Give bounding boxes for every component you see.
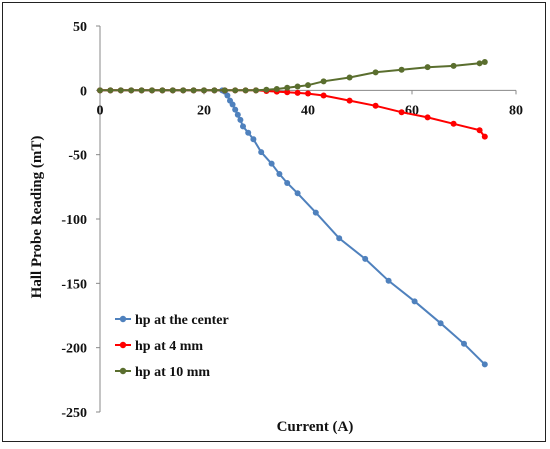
legend-item: hp at 4 mm	[115, 339, 203, 354]
data-point	[169, 87, 176, 94]
data-point	[372, 102, 379, 109]
data-point	[476, 60, 483, 67]
y-tick-label: -50	[68, 149, 87, 164]
y-tick-label: -250	[61, 406, 87, 421]
data-point	[346, 97, 353, 104]
data-point	[234, 111, 241, 118]
data-point	[232, 87, 239, 94]
legend-label: hp at the center	[135, 313, 229, 328]
data-point	[232, 106, 239, 113]
data-point	[263, 86, 270, 93]
legend-swatch-marker	[119, 315, 127, 323]
y-tick-label: -100	[61, 213, 87, 228]
data-point	[450, 62, 457, 69]
data-point	[450, 120, 457, 127]
data-point	[346, 74, 353, 81]
data-point	[159, 87, 166, 94]
y-axis-label: Hall Probe Reading (mT)	[29, 136, 45, 299]
data-point	[258, 149, 265, 156]
data-point	[253, 87, 259, 94]
data-point	[481, 133, 488, 140]
data-point	[128, 87, 135, 94]
data-point	[294, 190, 301, 197]
y-tick-label: -200	[61, 342, 87, 357]
data-point	[149, 87, 155, 94]
data-point	[294, 89, 301, 96]
data-point	[481, 361, 488, 368]
data-point	[224, 92, 231, 99]
x-axis-label: Current (A)	[277, 419, 354, 435]
data-point	[250, 136, 257, 143]
data-point	[284, 84, 291, 91]
data-point	[268, 160, 275, 167]
x-tick-label: 80	[509, 103, 523, 118]
series-1	[97, 87, 488, 140]
data-point	[229, 101, 236, 108]
data-point	[398, 109, 405, 116]
data-point	[276, 170, 283, 177]
legend-swatch-marker	[119, 367, 127, 375]
data-point	[411, 298, 418, 305]
data-point	[284, 89, 291, 96]
data-point	[242, 87, 249, 94]
data-point	[320, 92, 327, 99]
data-point	[320, 78, 327, 85]
data-point	[424, 64, 431, 71]
data-point	[107, 87, 114, 94]
y-tick-label: 0	[80, 84, 87, 99]
data-point	[294, 83, 301, 90]
chart-frame: 50 0 -50 -100 -150 -200 -250 0 20 40 60 80 hp at th…	[2, 2, 546, 442]
data-point	[211, 87, 218, 94]
y-tick-label: -150	[61, 277, 87, 292]
legend-swatch-marker	[119, 341, 127, 349]
data-point	[336, 235, 343, 242]
data-point	[461, 340, 467, 347]
data-point	[237, 116, 244, 123]
data-point	[305, 82, 311, 89]
legend-label: hp at 4 mm	[135, 339, 203, 354]
data-point	[221, 87, 228, 94]
data-point	[201, 87, 207, 94]
series-2	[97, 59, 488, 94]
y-tick-label: 50	[73, 20, 87, 35]
data-point	[273, 86, 280, 93]
data-point	[312, 209, 319, 216]
data-point	[476, 127, 483, 134]
data-point	[437, 320, 444, 327]
data-point	[138, 87, 145, 94]
data-point	[180, 87, 187, 94]
series-layer	[97, 59, 488, 368]
legend-item: hp at the center	[115, 313, 229, 328]
data-point	[97, 87, 103, 94]
x-tick-label: 40	[301, 103, 315, 118]
x-tick-label: 20	[197, 103, 211, 118]
data-point	[284, 179, 291, 186]
legend: hp at the center hp at 4 mm hp at 10 mm	[115, 313, 229, 380]
legend-label: hp at 10 mm	[135, 365, 210, 380]
data-point	[481, 59, 488, 66]
data-point	[362, 255, 369, 262]
data-point	[398, 66, 405, 73]
legend-item: hp at 10 mm	[115, 365, 210, 380]
x-tick-label: 0	[97, 103, 104, 118]
series-line	[100, 89, 486, 138]
data-point	[117, 87, 124, 94]
data-point	[372, 69, 379, 76]
data-point	[424, 114, 431, 121]
data-point	[305, 90, 311, 97]
data-point	[240, 123, 246, 130]
data-point	[190, 87, 197, 94]
data-point	[385, 277, 392, 284]
data-point	[245, 129, 252, 136]
